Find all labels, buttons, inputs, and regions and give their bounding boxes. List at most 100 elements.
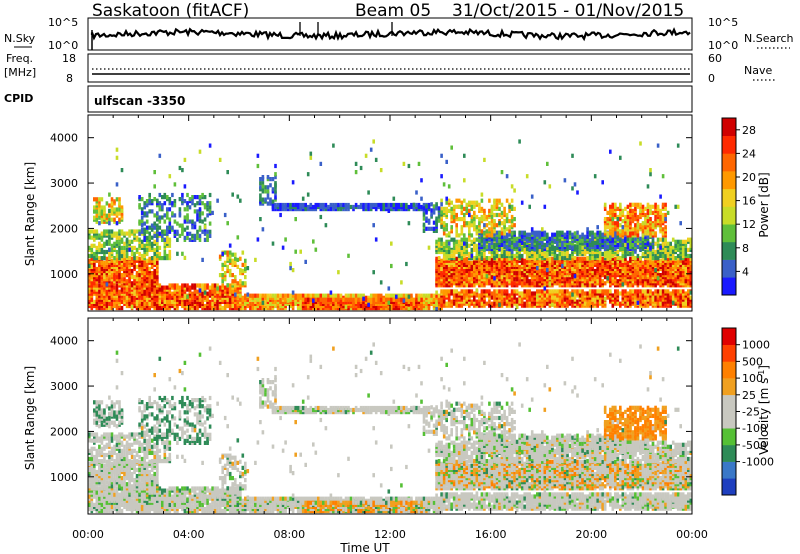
power-cell xyxy=(571,303,574,308)
power-cell xyxy=(493,281,496,286)
power-cell xyxy=(674,256,677,261)
power-cell xyxy=(319,293,323,298)
power-cell xyxy=(513,253,516,259)
power-cell xyxy=(568,240,572,245)
power-cell xyxy=(447,253,451,259)
power-cell xyxy=(90,273,94,278)
power-cell xyxy=(553,260,557,265)
power-cell xyxy=(495,223,499,228)
power-cell xyxy=(488,246,491,252)
date-range: 31/Oct/2015 - 01/Nov/2015 xyxy=(452,1,684,21)
power-cell xyxy=(291,301,295,306)
power-cell xyxy=(568,253,572,259)
power-cell xyxy=(558,271,562,276)
power-cell xyxy=(100,243,104,248)
power-cell xyxy=(105,277,109,282)
power-cell xyxy=(649,266,652,272)
power-cell xyxy=(463,256,466,261)
power-cell xyxy=(488,221,491,226)
power-cell xyxy=(561,230,564,235)
power-cell xyxy=(463,206,466,211)
power-cell xyxy=(435,277,438,282)
power-cell xyxy=(98,275,101,280)
power-cell xyxy=(523,289,526,294)
power-cell xyxy=(664,256,667,261)
power-cell xyxy=(208,299,212,304)
power-cell xyxy=(646,229,650,234)
power-cell xyxy=(508,237,511,242)
power-cell xyxy=(553,232,557,237)
power-cell xyxy=(304,293,307,298)
power-cell xyxy=(460,200,464,205)
power-cell xyxy=(598,256,602,261)
power-cell xyxy=(498,206,501,211)
power-cell xyxy=(636,217,640,222)
power-cell xyxy=(470,289,474,294)
power-cell xyxy=(493,221,496,226)
power-cell xyxy=(510,289,514,294)
power-cell xyxy=(556,230,559,235)
power-cell xyxy=(241,295,245,300)
power-cell xyxy=(465,208,469,213)
power-cell xyxy=(616,206,620,211)
power-cell xyxy=(452,245,456,250)
power-cell xyxy=(644,212,647,218)
power-cell xyxy=(95,231,99,236)
power-cell xyxy=(108,305,111,311)
power-cell xyxy=(624,256,627,261)
power-cell xyxy=(457,198,461,203)
power-cell xyxy=(113,285,116,290)
power-cell xyxy=(684,256,688,261)
power-cell xyxy=(609,251,612,257)
power-cell xyxy=(473,256,476,261)
power-cell xyxy=(654,253,657,259)
power-cell xyxy=(203,283,207,288)
power-cell xyxy=(601,299,604,304)
power-cell xyxy=(596,247,599,252)
power-cell xyxy=(523,247,526,252)
power-cell xyxy=(483,217,486,222)
power-cell xyxy=(211,283,214,288)
power-cell xyxy=(473,237,476,242)
power-cell xyxy=(591,283,594,288)
power-cell xyxy=(606,225,609,230)
beam-label: Beam 05 xyxy=(355,1,431,21)
power-cell xyxy=(251,301,255,306)
power-cell xyxy=(583,266,587,272)
power-cell xyxy=(556,301,559,306)
power-cell xyxy=(669,241,672,246)
power-cell xyxy=(588,230,592,235)
power-cell xyxy=(291,293,295,298)
power-cell xyxy=(178,289,182,294)
power-cell xyxy=(661,231,665,236)
power-cell xyxy=(515,236,519,241)
power-cell xyxy=(115,283,119,288)
power-cell xyxy=(503,256,506,261)
power-cell xyxy=(480,251,484,257)
power-cell xyxy=(573,256,577,261)
power-cell xyxy=(488,198,491,203)
power-cell xyxy=(611,279,615,284)
power-cell xyxy=(649,217,652,222)
power-cell xyxy=(505,281,509,286)
power-cell xyxy=(591,256,594,261)
power-cell xyxy=(614,202,617,207)
power-cell xyxy=(498,262,501,267)
power-cell xyxy=(480,217,484,222)
power-cell xyxy=(636,223,640,228)
power-cell xyxy=(651,256,655,261)
power-cell xyxy=(609,289,612,294)
power-cell xyxy=(551,260,554,265)
power-cell xyxy=(626,291,630,296)
power-cell xyxy=(631,275,635,280)
power-cell xyxy=(576,251,579,257)
power-cell xyxy=(490,256,494,261)
power-cell xyxy=(659,217,662,222)
power-cell xyxy=(546,289,549,294)
power-cell xyxy=(488,230,491,235)
power-cell xyxy=(95,235,99,240)
power-cell xyxy=(631,219,635,224)
power-cell xyxy=(196,289,199,294)
power-cell xyxy=(614,256,617,261)
power-cell xyxy=(100,247,104,252)
